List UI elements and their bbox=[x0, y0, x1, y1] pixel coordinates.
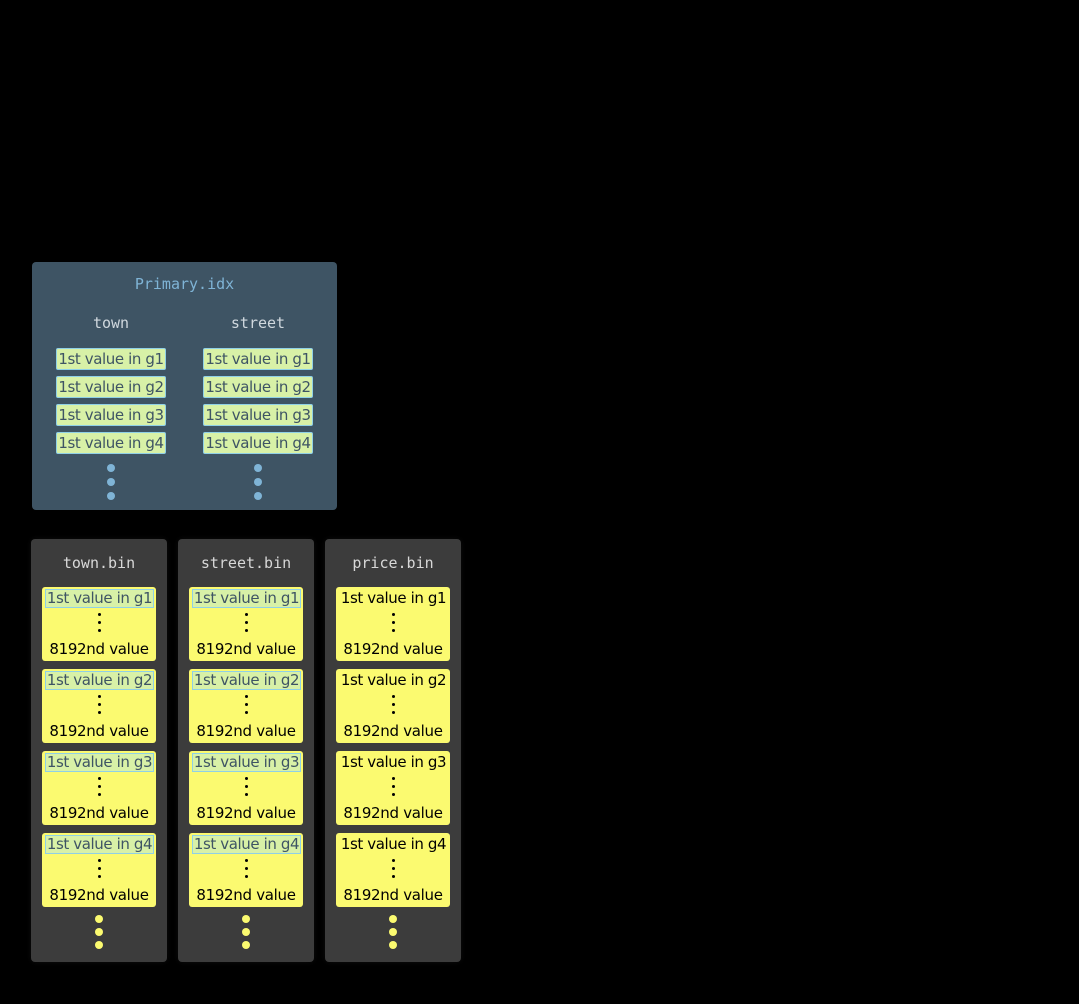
index-entry: 1st value in g1 bbox=[56, 348, 166, 370]
granule: 1st value in g4 8192nd value bbox=[42, 833, 156, 907]
granule-last-value: 8192nd value bbox=[343, 722, 443, 740]
dot bbox=[254, 478, 262, 486]
granule-last-value: 8192nd value bbox=[196, 722, 296, 740]
index-entry: 1st value in g4 bbox=[203, 432, 313, 454]
bin-file-title: street.bin bbox=[200, 554, 292, 572]
granule-last-value: 8192nd value bbox=[196, 804, 296, 822]
granule-first-value: 1st value in g2 bbox=[45, 671, 154, 690]
granule-first-value: 1st value in g2 bbox=[192, 671, 301, 690]
vertical-ellipsis-icon bbox=[244, 613, 248, 632]
vertical-ellipsis-icon bbox=[391, 613, 395, 632]
granule-last-value: 8192nd value bbox=[49, 804, 149, 822]
granule: 1st value in g3 8192nd value bbox=[189, 751, 303, 825]
dot bbox=[242, 915, 250, 923]
primary-index-title: Primary.idx bbox=[134, 275, 235, 293]
vertical-ellipsis-icon bbox=[97, 613, 101, 632]
index-entry: 1st value in g2 bbox=[56, 376, 166, 398]
granule: 1st value in g3 8192nd value bbox=[336, 751, 450, 825]
dot bbox=[389, 915, 397, 923]
vertical-ellipsis-icon bbox=[391, 859, 395, 878]
bin-file-panel: price.bin 1st value in g1 8192nd value 1st … bbox=[325, 539, 461, 962]
bin-file-title: town.bin bbox=[62, 554, 136, 572]
granule-first-value: 1st value in g3 bbox=[192, 753, 301, 772]
index-entry: 1st value in g2 bbox=[203, 376, 313, 398]
primary-index-column: town 1st value in g1 1st value in g2 1st va… bbox=[56, 314, 166, 500]
dot bbox=[107, 478, 115, 486]
dot bbox=[242, 941, 250, 949]
granule: 1st value in g4 8192nd value bbox=[336, 833, 450, 907]
vertical-ellipsis-icon bbox=[97, 777, 101, 796]
granule-first-value: 1st value in g3 bbox=[340, 753, 447, 771]
granule-last-value: 8192nd value bbox=[49, 886, 149, 904]
vertical-ellipsis-icon bbox=[391, 777, 395, 796]
granule-last-value: 8192nd value bbox=[343, 804, 443, 822]
dot bbox=[107, 464, 115, 472]
ellipsis-dots-icon bbox=[203, 464, 313, 500]
bin-file-title: price.bin bbox=[352, 554, 434, 572]
vertical-ellipsis-icon bbox=[97, 695, 101, 714]
granule-first-value: 1st value in g4 bbox=[45, 835, 154, 854]
dot bbox=[389, 941, 397, 949]
granule-first-value: 1st value in g1 bbox=[45, 589, 154, 608]
ellipsis-dots-icon bbox=[178, 915, 314, 949]
dot bbox=[107, 492, 115, 500]
granule-last-value: 8192nd value bbox=[343, 886, 443, 904]
primary-index-panel: Primary.idx town 1st value in g1 1st value… bbox=[32, 262, 337, 510]
granule: 1st value in g1 8192nd value bbox=[42, 587, 156, 661]
granule-first-value: 1st value in g2 bbox=[340, 671, 447, 689]
vertical-ellipsis-icon bbox=[244, 777, 248, 796]
dot bbox=[389, 928, 397, 936]
column-header: street bbox=[230, 314, 286, 332]
vertical-ellipsis-icon bbox=[244, 695, 248, 714]
vertical-ellipsis-icon bbox=[97, 859, 101, 878]
dot bbox=[95, 915, 103, 923]
ellipsis-dots-icon bbox=[31, 915, 167, 949]
index-entry: 1st value in g4 bbox=[56, 432, 166, 454]
index-entry: 1st value in g3 bbox=[203, 404, 313, 426]
granule: 1st value in g1 8192nd value bbox=[189, 587, 303, 661]
granule: 1st value in g2 8192nd value bbox=[42, 669, 156, 743]
index-entry: 1st value in g1 bbox=[203, 348, 313, 370]
granule-first-value: 1st value in g3 bbox=[45, 753, 154, 772]
granule-last-value: 8192nd value bbox=[196, 640, 296, 658]
dot bbox=[95, 941, 103, 949]
granule: 1st value in g2 8192nd value bbox=[336, 669, 450, 743]
granule-first-value: 1st value in g4 bbox=[192, 835, 301, 854]
granule-first-value: 1st value in g1 bbox=[192, 589, 301, 608]
bin-file-panel: street.bin 1st value in g1 8192nd value 1st… bbox=[178, 539, 314, 962]
granule: 1st value in g4 8192nd value bbox=[189, 833, 303, 907]
column-header: town bbox=[92, 314, 130, 332]
granule-last-value: 8192nd value bbox=[49, 640, 149, 658]
dot bbox=[254, 464, 262, 472]
granule-first-value: 1st value in g1 bbox=[340, 589, 447, 607]
vertical-ellipsis-icon bbox=[391, 695, 395, 714]
granule: 1st value in g2 8192nd value bbox=[189, 669, 303, 743]
granule: 1st value in g1 8192nd value bbox=[336, 587, 450, 661]
granule-last-value: 8192nd value bbox=[196, 886, 296, 904]
granule-last-value: 8192nd value bbox=[49, 722, 149, 740]
ellipsis-dots-icon bbox=[56, 464, 166, 500]
dot bbox=[95, 928, 103, 936]
dot bbox=[242, 928, 250, 936]
vertical-ellipsis-icon bbox=[244, 859, 248, 878]
ellipsis-dots-icon bbox=[325, 915, 461, 949]
index-entry: 1st value in g3 bbox=[56, 404, 166, 426]
granule: 1st value in g3 8192nd value bbox=[42, 751, 156, 825]
primary-index-column: street 1st value in g1 1st value in g2 1st … bbox=[203, 314, 313, 500]
granule-last-value: 8192nd value bbox=[343, 640, 443, 658]
dot bbox=[254, 492, 262, 500]
bin-file-panel: town.bin 1st value in g1 8192nd value 1st v… bbox=[31, 539, 167, 962]
granule-first-value: 1st value in g4 bbox=[340, 835, 447, 853]
